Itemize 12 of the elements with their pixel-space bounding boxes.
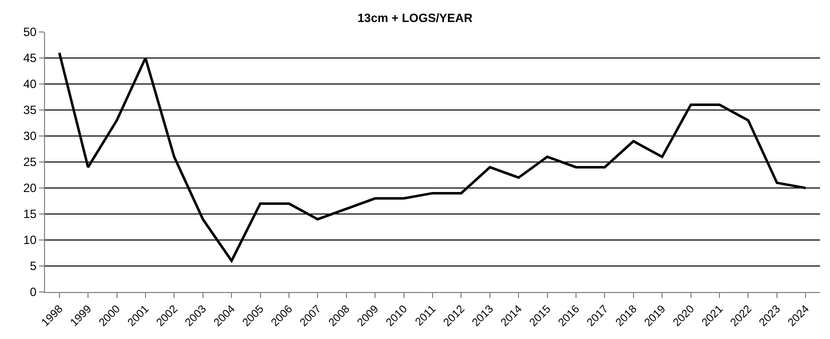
- y-tick-label: 15: [23, 207, 37, 222]
- y-tick-label: 50: [23, 25, 37, 40]
- y-tick-label: 20: [23, 181, 37, 196]
- y-tick-label: 25: [23, 155, 37, 170]
- y-tick-label: 5: [30, 259, 37, 274]
- y-tick-label: 35: [23, 103, 37, 118]
- y-tick-label: 40: [23, 77, 37, 92]
- y-tick-label: 45: [23, 51, 37, 66]
- y-tick-label: 10: [23, 233, 37, 248]
- y-tick-label: 30: [23, 129, 37, 144]
- y-tick-label: 0: [30, 285, 37, 300]
- chart-title: 13cm + LOGS/YEAR: [357, 10, 473, 25]
